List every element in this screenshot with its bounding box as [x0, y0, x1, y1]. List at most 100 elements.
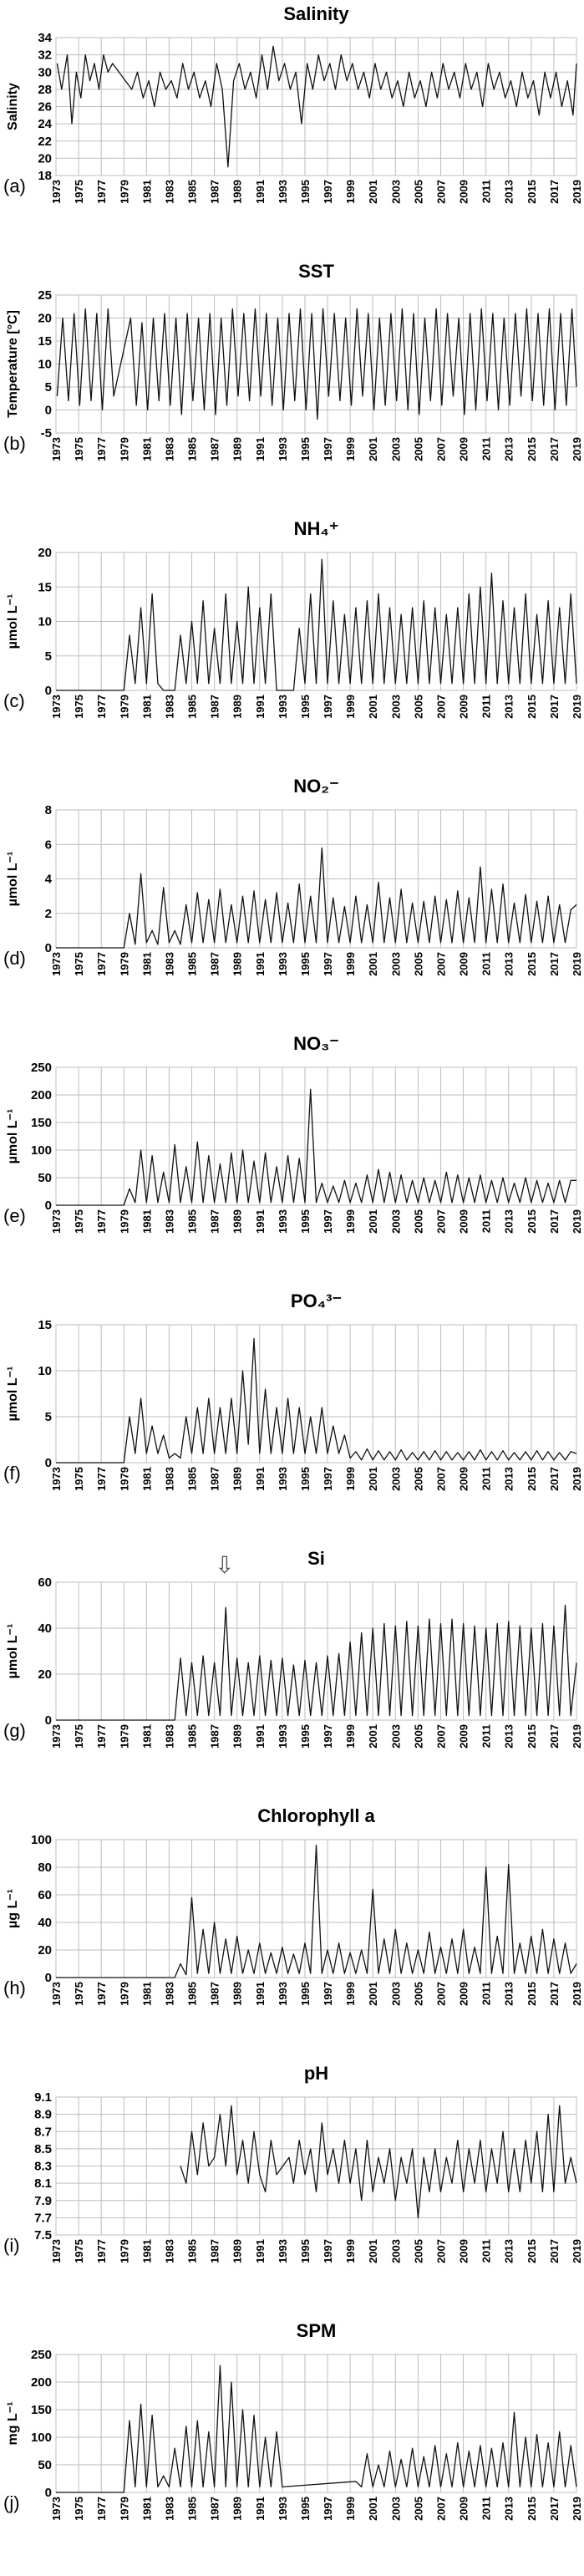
x-tick-label: 2007	[434, 695, 447, 719]
panel-label: (b)	[3, 433, 26, 454]
x-tick-label: 1995	[299, 695, 312, 719]
x-tick-label: 2019	[571, 1724, 583, 1749]
x-tick-label: 1975	[73, 2239, 85, 2263]
x-tick-label: 1987	[209, 952, 221, 976]
y-tick-label: 7.7	[34, 2211, 52, 2225]
x-tick-label: 2003	[389, 695, 402, 719]
x-tick-label: 1997	[322, 1209, 334, 1234]
x-tick-label: 2013	[503, 180, 515, 204]
x-tick-label: 2007	[434, 952, 447, 976]
y-tick-label: 200	[31, 1088, 52, 1102]
x-tick-label: 1989	[231, 952, 244, 976]
x-tick-label: 2009	[458, 2497, 470, 2521]
panel-label: (f)	[3, 1463, 21, 1484]
chart-svg: Chlorophyll a 0 20 40 60 80 100 1973 1975 1977 197…	[3, 1805, 583, 2006]
x-tick-label: 2005	[412, 2239, 424, 2263]
chart-title: NH₄⁺	[294, 518, 339, 539]
panel-label: (c)	[3, 690, 25, 711]
x-tick-label: 2007	[434, 1724, 447, 1749]
x-tick-label: 1989	[231, 695, 244, 719]
x-tick-label: 1973	[50, 695, 63, 719]
y-tick-label: 26	[38, 100, 52, 115]
x-tick-label: 2005	[412, 695, 424, 719]
chart-title: SPM	[297, 2320, 337, 2341]
x-tick-label: 1989	[231, 180, 244, 204]
chart-svg: SPM 0 50 100 150 200 250 1973 1975 1977 1979 1981 19…	[3, 2320, 583, 2521]
x-tick-label: 1977	[95, 1982, 108, 2006]
x-tick-label: 2013	[503, 1467, 515, 1491]
x-tick-label: 2001	[367, 1209, 379, 1234]
x-tick-label: 2019	[571, 180, 583, 204]
x-tick-label: 1983	[163, 2239, 175, 2263]
y-tick-label: 250	[31, 2348, 52, 2362]
x-tick-label: 1979	[118, 1982, 130, 2006]
x-tick-label: 2015	[526, 437, 538, 461]
panel-label: (a)	[3, 176, 26, 196]
x-tick-label: 1985	[186, 1209, 199, 1234]
x-tick-label: 2015	[526, 695, 538, 719]
x-tick-label: 2013	[503, 695, 515, 719]
x-tick-label: 1995	[299, 1209, 312, 1234]
x-tick-label: 1975	[73, 437, 85, 461]
x-tick-label: 2005	[412, 180, 424, 204]
y-axis-label: µmol L⁻¹	[6, 594, 20, 649]
panel-label: (g)	[3, 1720, 26, 1741]
x-tick-label: 2017	[548, 695, 561, 719]
y-tick-label: 30	[38, 65, 52, 79]
x-tick-label: 1985	[186, 2239, 199, 2263]
x-tick-label: 1979	[118, 2497, 130, 2521]
chart-svg: pH 7.5 7.7 7.9 8.1 8.3 8.5 8.7 8.9 9.1 1973 1975 197…	[3, 2063, 583, 2263]
y-tick-label: -5	[41, 426, 52, 440]
x-tick-label: 1999	[344, 1724, 357, 1749]
chart-panel: Salinity 18 20 22 24 26 28 30 32 34 1973 1975 1977 19…	[0, 0, 584, 257]
y-tick-label: 9.1	[34, 2090, 52, 2105]
chart-svg: NO₂⁻ 0 2 4 6 8 1973 1975 1977 1979 1981 1983 1985 198…	[3, 776, 583, 976]
x-tick-label: 1991	[254, 2239, 267, 2263]
x-tick-label: 1989	[231, 1982, 244, 2006]
x-tick-label: 1999	[344, 952, 357, 976]
x-tick-label: 2011	[480, 437, 493, 461]
x-tick-label: 1977	[95, 180, 108, 204]
x-tick-label: 1995	[299, 1467, 312, 1491]
x-tick-label: 1999	[344, 1982, 357, 2006]
x-tick-label: 2007	[434, 1209, 447, 1234]
y-tick-label: 40	[38, 1916, 52, 1930]
y-tick-label: 0	[45, 1199, 52, 1213]
x-tick-label: 2003	[389, 1982, 402, 2006]
y-tick-label: 20	[38, 312, 52, 326]
x-tick-label: 1983	[163, 952, 175, 976]
panel-label: (h)	[3, 1978, 26, 1998]
x-tick-label: 1987	[209, 2239, 221, 2263]
x-tick-label: 2007	[434, 180, 447, 204]
x-tick-label: 1995	[299, 180, 312, 204]
x-tick-label: 1991	[254, 1467, 267, 1491]
series-line	[56, 1844, 577, 1978]
x-tick-label: 2007	[434, 1467, 447, 1491]
x-tick-label: 2015	[526, 952, 538, 976]
x-tick-label: 2011	[480, 180, 493, 203]
x-tick-label: 2017	[548, 1209, 561, 1234]
x-tick-label: 1975	[73, 180, 85, 204]
panel-label: (j)	[3, 2492, 20, 2513]
x-tick-label: 1973	[50, 952, 63, 976]
x-tick-label: 2005	[412, 1724, 424, 1749]
chart-svg: NO₃⁻ 0 50 100 150 200 250 1973 1975 1977 1979 1981 1…	[3, 1033, 583, 1234]
y-axis-label: Salinity	[6, 83, 20, 130]
x-tick-label: 2017	[548, 1467, 561, 1491]
x-tick-label: 2013	[503, 1982, 515, 2006]
x-tick-label: 1985	[186, 1982, 199, 2006]
x-tick-label: 2013	[503, 1209, 515, 1234]
chart-panel: pH 7.5 7.7 7.9 8.1 8.3 8.5 8.7 8.9 9.1 1973 1975 197…	[0, 2059, 584, 2317]
x-tick-label: 2005	[412, 2497, 424, 2521]
x-tick-label: 1993	[277, 1467, 289, 1491]
y-tick-label: 5	[45, 380, 52, 395]
chart-title: Chlorophyll a	[257, 1805, 375, 1826]
y-tick-label: 34	[38, 31, 52, 45]
x-tick-label: 1997	[322, 2497, 334, 2521]
x-tick-label: 2005	[412, 437, 424, 461]
x-tick-label: 1975	[73, 2497, 85, 2521]
x-tick-label: 2017	[548, 180, 561, 204]
x-tick-label: 2001	[367, 437, 379, 461]
chart-title: NO₂⁻	[293, 776, 338, 797]
